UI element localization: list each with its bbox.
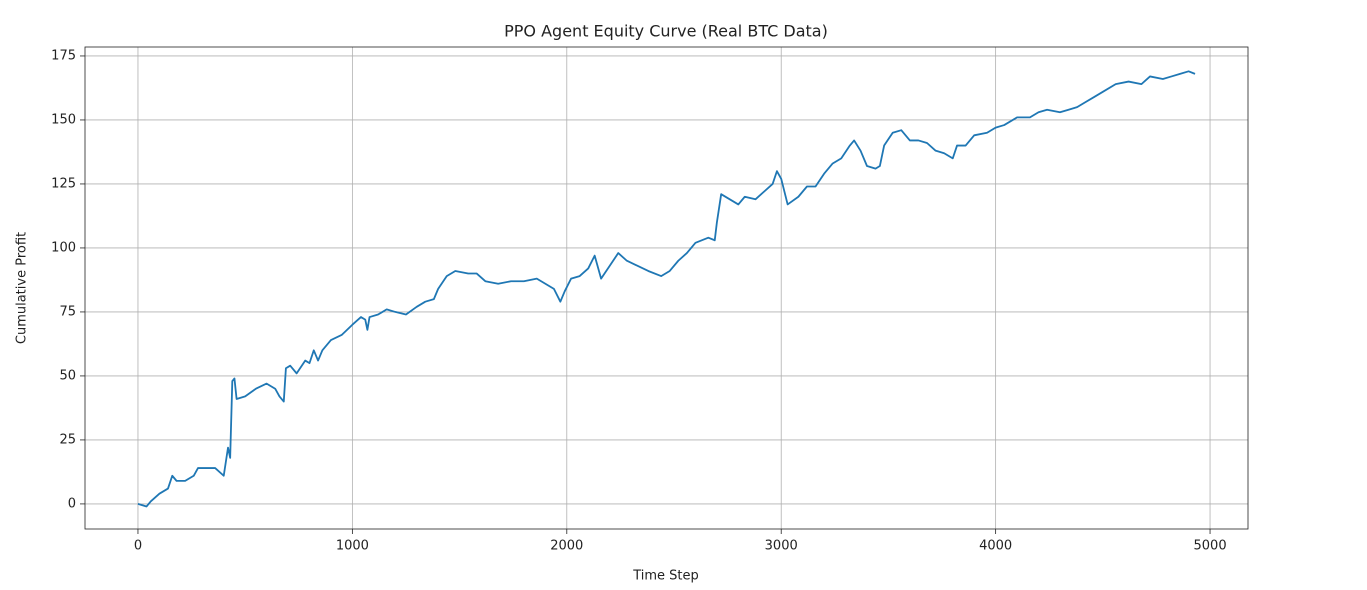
y-axis-label: Cumulative Profit <box>15 232 30 344</box>
x-axis-label: Time Step <box>632 569 699 584</box>
y-tick-label: 25 <box>59 432 76 447</box>
x-tick-label: 3000 <box>765 539 798 554</box>
y-tick-label: 150 <box>51 112 76 127</box>
x-tick-label: 1000 <box>336 539 369 554</box>
plot-frame <box>84 46 1249 530</box>
y-tick-label: 100 <box>51 240 76 255</box>
y-tick-label: 50 <box>59 368 76 383</box>
x-tick-label: 2000 <box>550 539 583 554</box>
y-tick-label: 75 <box>59 304 76 319</box>
y-tick-label: 125 <box>51 176 76 191</box>
line-series <box>137 70 1196 508</box>
x-tick-label: 0 <box>134 539 142 554</box>
chart-title: PPO Agent Equity Curve (Real BTC Data) <box>504 22 828 41</box>
y-tick-label: 0 <box>68 496 76 511</box>
x-tick-label: 4000 <box>979 539 1012 554</box>
x-tick-label: 5000 <box>1194 539 1227 554</box>
y-tick-label: 175 <box>51 48 76 63</box>
